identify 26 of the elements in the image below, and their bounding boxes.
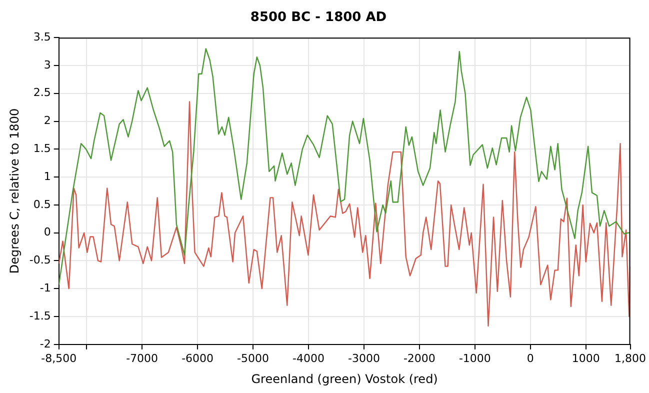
x-tick-label: 0: [526, 352, 534, 365]
y-axis-title: Degrees C, relative to 1800: [7, 108, 22, 274]
x-tick-label: -4000: [292, 352, 324, 365]
y-tick-label: 3.5: [33, 30, 51, 44]
y-tick-label: 0.5: [33, 198, 51, 211]
y-tick-label: -0.5: [29, 254, 51, 267]
y-tick-label: 1.5: [33, 142, 51, 156]
y-tick-label: -1.5: [29, 309, 51, 322]
x-axis-title: Greenland (green) Vostok (red): [251, 372, 438, 386]
x-tick-label: -1000: [458, 352, 491, 365]
y-tick-label: 3: [44, 58, 51, 72]
y-tick-label: 2.5: [33, 86, 51, 100]
chart-title: 8500 BC - 1800 AD: [250, 10, 387, 26]
x-tick-label: 1,800: [614, 352, 646, 365]
x-tick-label: 1000: [572, 352, 600, 365]
y-tick-label: 1: [44, 170, 51, 183]
x-tick-label: -2000: [403, 352, 436, 365]
y-tick-label: 2: [44, 114, 51, 128]
x-tick-label: -5000: [237, 352, 270, 365]
y-tick-label: -1: [40, 281, 51, 294]
x-tick-label: -3000: [348, 352, 380, 365]
y-tick-label: -2: [40, 337, 51, 350]
x-tick-label: -8,500: [41, 352, 77, 365]
y-tick-label: 0: [44, 226, 51, 239]
x-tick-label: -7000: [126, 352, 158, 365]
x-tick-label: -6000: [182, 352, 214, 365]
